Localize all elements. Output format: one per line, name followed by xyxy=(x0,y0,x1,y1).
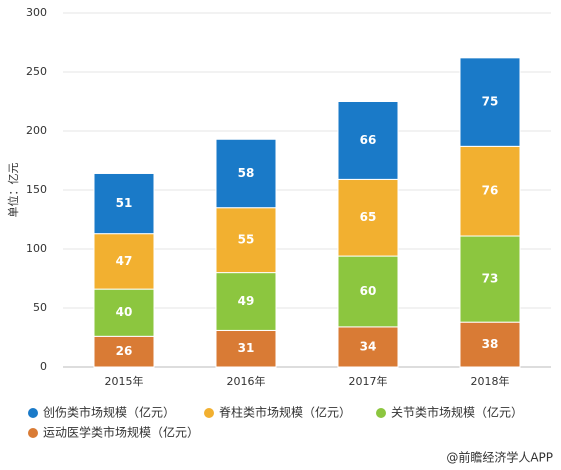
bar-segment xyxy=(337,255,399,328)
y-tick-label: 50 xyxy=(33,301,47,314)
bar-segment xyxy=(93,288,155,337)
legend-marker xyxy=(376,408,386,418)
value-label: 31 xyxy=(238,341,255,355)
x-tick-label: 2015年 xyxy=(105,374,144,388)
value-label: 51 xyxy=(116,196,133,210)
legend-marker xyxy=(28,408,38,418)
bar-segment xyxy=(337,326,399,368)
legend-label: 脊柱类市场规模（亿元） xyxy=(219,405,351,420)
y-tick-label: 250 xyxy=(26,65,47,78)
y-tick-label: 150 xyxy=(26,183,47,196)
legend-marker xyxy=(204,408,214,418)
bar-segment xyxy=(215,138,277,209)
value-label: 38 xyxy=(482,337,499,351)
value-label: 66 xyxy=(360,133,377,147)
x-tick-label: 2017年 xyxy=(349,374,388,388)
value-label: 65 xyxy=(360,210,377,224)
value-label: 75 xyxy=(482,95,499,109)
legend-label: 关节类市场规模（亿元） xyxy=(391,405,523,420)
footer: @前瞻经济学人APP xyxy=(446,450,553,465)
value-label: 73 xyxy=(482,272,499,286)
bar-segment xyxy=(337,101,399,180)
y-tick-label: 300 xyxy=(26,6,47,19)
bar-segment xyxy=(93,335,155,368)
bar-segment xyxy=(459,321,521,368)
bar-segment xyxy=(215,329,277,368)
value-label: 26 xyxy=(116,344,133,358)
x-tick-label: 2016年 xyxy=(227,374,266,388)
value-label: 60 xyxy=(360,284,377,298)
value-label: 58 xyxy=(238,166,255,180)
value-label: 76 xyxy=(482,184,499,198)
value-label: 40 xyxy=(116,305,133,319)
x-tick-label: 2018年 xyxy=(471,374,510,388)
y-tick-label: 200 xyxy=(26,124,47,137)
value-label: 49 xyxy=(238,294,255,308)
legend-label: 运动医学类市场规模（亿元） xyxy=(43,425,199,440)
legend-marker xyxy=(28,428,38,438)
bar-segment xyxy=(93,233,155,290)
y-tick-label: 0 xyxy=(40,360,47,373)
bar-segment xyxy=(337,178,399,257)
value-label: 55 xyxy=(238,233,255,247)
y-tick-label: 100 xyxy=(26,242,47,255)
bar-segment xyxy=(459,57,521,147)
value-label: 34 xyxy=(360,339,377,353)
bar-segment xyxy=(93,172,155,235)
y-axis-label: 单位：亿元 xyxy=(6,163,20,218)
value-label: 47 xyxy=(116,254,133,268)
legend-label: 创伤类市场规模（亿元） xyxy=(43,405,175,420)
